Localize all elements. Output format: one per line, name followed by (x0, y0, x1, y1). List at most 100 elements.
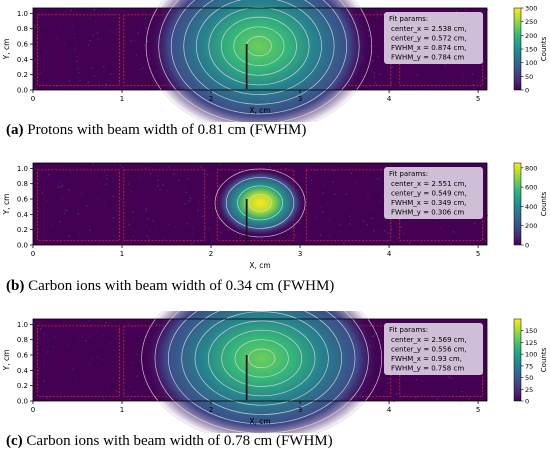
colorbar-tick-label: 300 (525, 5, 537, 13)
sensor-tile-1 (37, 14, 120, 86)
y-tick-label: 0.4 (17, 367, 29, 375)
beam-heatmap-b: 0 1 2 3 4 5 0.0 0.2 0.4 0.6 0.8 1.0 X, cm Y, cm Fit pa… (2, 162, 548, 270)
x-tick-label: 3 (298, 406, 302, 414)
x-tick-label: 1 (120, 406, 124, 414)
x-tick-label: 0 (31, 95, 35, 103)
caption-tag: (b) (6, 278, 25, 294)
x-axis-label: X, cm (249, 106, 270, 115)
colorbar-tick-label: 0 (525, 87, 529, 95)
beam-heatmap-a: 0 1 2 3 4 5 0.0 0.2 0.4 0.6 0.8 1.0 X, cm Y, cm Fit pa… (2, 0, 548, 134)
fit-params-title: Fit params: (389, 326, 428, 334)
fit-contour (248, 348, 276, 369)
x-tick-label: 0 (31, 406, 35, 414)
y-tick-label: 0.6 (17, 196, 29, 204)
colorbar-tick-label: 150 (525, 327, 537, 335)
x-tick-label: 5 (476, 406, 480, 414)
x-tick-label: 3 (298, 250, 302, 258)
x-tick-label: 3 (298, 95, 302, 103)
y-tick-label: 0.8 (17, 180, 28, 188)
x-tick-label: 2 (209, 406, 213, 414)
caption-text: Carbon ions with beam width of 0.78 cm (… (26, 433, 333, 449)
colorbar-tick-label: 25 (525, 386, 533, 394)
fit-contour (237, 185, 283, 221)
fit-contour (234, 339, 289, 378)
colorbar-tick-label: 200 (525, 222, 537, 230)
sensor-tile-1 (37, 169, 120, 241)
colorbar-tick-label: 200 (525, 32, 537, 40)
caption-text: Carbon ions with beam width of 0.34 cm (… (28, 278, 335, 294)
colorbar (513, 7, 522, 91)
caption-tag: (a) (6, 122, 24, 138)
colorbar-tick-label: 100 (525, 59, 537, 67)
beam-spot (215, 168, 306, 237)
x-tick-label: 0 (31, 250, 35, 258)
colorbar-tick-label: 250 (525, 18, 537, 26)
fit-param-line: FWHM_y = 0.758 cm (391, 365, 464, 373)
y-tick-label: 0.2 (17, 71, 28, 79)
fit-params-box (384, 323, 483, 375)
y-tick-label: 1.0 (17, 10, 28, 18)
y-tick-label: 0.6 (17, 41, 29, 49)
fit-param-line: center_y = 0.556 cm, (391, 346, 467, 354)
y-tick-label: 0.0 (17, 87, 28, 95)
sensor-tile-2 (123, 169, 206, 241)
x-tick-label: 4 (387, 250, 392, 258)
x-tick-label: 4 (387, 406, 392, 414)
x-tick-label: 4 (387, 95, 392, 103)
fit-contour (207, 320, 316, 397)
fit-param-line: FWHM_y = 0.306 cm (391, 209, 464, 217)
colorbar-tick-label: 0 (525, 398, 529, 406)
beam-spot (141, 274, 382, 443)
caption-a: (a) Protons with beam width of 0.81 cm (… (6, 122, 306, 139)
caption-text: Protons with beam width of 0.81 cm (FWHM… (27, 122, 307, 138)
gaussian-fit-contours (214, 168, 306, 238)
y-tick-label: 0.0 (17, 242, 28, 250)
colorbar (513, 162, 522, 246)
colorbar-tick-label: 400 (525, 203, 537, 211)
fit-contour (195, 0, 322, 95)
axes-frame (32, 162, 488, 246)
colorbar (513, 318, 522, 402)
fit-contour (170, 0, 347, 115)
fit-param-line: FWHM_x = 0.349 cm, (391, 199, 466, 207)
y-tick-label: 1.0 (17, 165, 28, 173)
colorbar-tick-label: 150 (525, 46, 537, 54)
chart-panel-c: 0 1 2 3 4 5 0.0 0.2 0.4 0.6 0.8 1.0 X, cm Y, cm Fit pa… (0, 273, 550, 443)
x-tick-label: 2 (209, 95, 213, 103)
colorbar-tick-label: 600 (525, 184, 537, 192)
colorbar-tick-label: 75 (525, 362, 533, 370)
caption-b: (b) Carbon ions with beam width of 0.34 … (6, 278, 334, 295)
fit-contour (208, 7, 310, 86)
y-tick-label: 0.8 (17, 25, 28, 33)
beam-heatmap-c: 0 1 2 3 4 5 0.0 0.2 0.4 0.6 0.8 1.0 X, cm Y, cm Fit pa… (2, 273, 548, 443)
fit-param-line: center_x = 2.551 cm, (391, 180, 467, 188)
y-tick-label: 0.0 (17, 398, 28, 406)
y-tick-label: 0.2 (17, 226, 28, 234)
x-tick-label: 5 (476, 95, 480, 103)
caption-c: (c) Carbon ions with beam width of 0.78 … (6, 433, 333, 450)
fit-param-line: FWHM_y = 0.784 cm (391, 54, 464, 62)
x-tick-label: 1 (120, 95, 124, 103)
fit-contour (183, 0, 335, 105)
colorbar-tick-label: 800 (525, 164, 537, 172)
caption-tag: (c) (6, 433, 23, 449)
axes-frame (32, 318, 488, 402)
beam-spot (146, 0, 372, 134)
colorbar-tick-label: 50 (525, 374, 533, 382)
y-tick-label: 0.4 (17, 56, 29, 64)
colorbar-label: Counts (540, 191, 548, 216)
y-tick-label: 0.8 (17, 336, 28, 344)
y-tick-label: 0.4 (17, 211, 29, 219)
fit-param-line: center_y = 0.549 cm, (391, 190, 467, 198)
x-tick-label: 2 (209, 250, 213, 258)
fit-contour (221, 329, 303, 387)
fit-params-box (384, 12, 483, 64)
y-tick-label: 1.0 (17, 321, 28, 329)
y-tick-label: 0.6 (17, 352, 29, 360)
colorbar-tick-label: 100 (525, 351, 537, 359)
chart-panel-a: 0 1 2 3 4 5 0.0 0.2 0.4 0.6 0.8 1.0 X, cm Y, cm Fit pa… (0, 0, 550, 134)
colorbar-tick-label: 0 (525, 242, 529, 250)
fit-param-line: FWHM_x = 0.874 cm, (391, 44, 466, 52)
fit-params-title: Fit params: (389, 170, 428, 178)
fit-contour (225, 177, 295, 229)
